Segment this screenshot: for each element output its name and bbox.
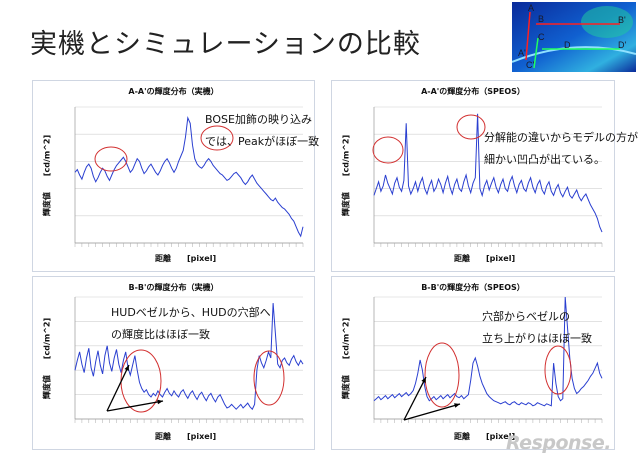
annotation-line: 穴部からベゼルの: [482, 310, 570, 323]
annotation-circle: [200, 125, 234, 151]
watermark: Response.: [506, 432, 611, 454]
thumbnail-label: D': [618, 40, 626, 50]
annotation-line: HUDベゼルから、HUDの穴部へ: [111, 306, 271, 319]
thumbnail-label: A': [518, 48, 526, 58]
x-axis-label: 距離 [pixel]: [155, 254, 217, 263]
chart-panel-bb-real: B-B'の輝度分布（実機） 輝度値 [cd/m^2] 距離 [pixel] HUDベゼ…: [32, 276, 315, 450]
x-axis-label: 距離 [pixel]: [155, 432, 217, 441]
arrow-head: [157, 399, 163, 405]
line-chart: [372, 106, 603, 247]
annotation-text: 分解能の違いからモデルの方が 細かい凹凸が出ている。: [484, 127, 638, 171]
slide-title: 実機とシミュレーションの比較: [30, 29, 421, 60]
thumbnail-highlight: [581, 6, 633, 38]
annotation-circle: [253, 350, 285, 406]
series-line: [373, 296, 603, 407]
annotation-line: 立ち上がりはほぼ一致: [482, 332, 592, 345]
annotation-arrow: [106, 364, 130, 412]
chart-title: B-B'の輝度分布（SPEOS）: [421, 283, 525, 292]
chart-panel-bb-speos: B-B'の輝度分布（SPEOS） 輝度値 [cd/m^2] 距離 [pixel] 穴部…: [331, 276, 615, 450]
thumbnail-label: A: [528, 3, 534, 13]
annotation-circle: [424, 342, 460, 408]
y-axis-label: 輝度値 [cd/m^2]: [341, 317, 351, 400]
line-chart: [74, 296, 304, 423]
arrow-head: [454, 403, 460, 408]
series-line: [74, 303, 304, 411]
thumbnail-label: C': [526, 60, 534, 70]
thumbnail-label: C: [538, 32, 545, 42]
x-axis-label: 距離 [pixel]: [454, 254, 516, 263]
chart-title: A-A'の輝度分布（SPEOS）: [421, 87, 525, 96]
y-axis-label: 輝度値 [cd/m^2]: [42, 134, 52, 217]
thumbnail-label: B: [538, 14, 544, 24]
thumbnail-label: D: [564, 40, 571, 50]
y-axis-label: 輝度値 [cd/m^2]: [42, 317, 52, 400]
x-axis-label: 距離 [pixel]: [454, 432, 516, 441]
annotation-line: 細かい凹凸が出ている。: [484, 153, 605, 166]
arrow-head: [124, 365, 129, 371]
annotation-line: 分解能の違いからモデルの方が: [484, 131, 638, 144]
thumbnail-line-c: [533, 37, 539, 69]
line-chart: [373, 296, 603, 423]
y-axis-label: 輝度値 [cd/m^2]: [341, 134, 351, 217]
annotation-line: BOSE加飾の映り込み: [205, 113, 312, 126]
thumbnail-label: B': [618, 15, 626, 25]
arrow-head: [421, 377, 426, 383]
annotation-line: では、Peakがほぼ一致: [205, 135, 320, 148]
annotation-arrow: [106, 400, 164, 412]
annotation-arrow: [403, 376, 427, 421]
line-chart: [74, 106, 304, 247]
section-map-thumbnail: AB B' A' C D D' C': [512, 2, 636, 72]
annotation-text: 穴部からベゼルの立ち上がりはほぼ一致: [482, 306, 592, 350]
annotation-circle: [94, 146, 128, 172]
chart-panel-aa-speos: A-A'の輝度分布（SPEOS） 輝度値 [cd/m^2] 距離 [pixel] 分解…: [331, 80, 638, 272]
thumbnail-line-a: [525, 11, 531, 61]
chart-title: A-A'の輝度分布（実機）: [128, 87, 219, 96]
annotation-circle: [456, 114, 486, 140]
series-line: [373, 113, 603, 233]
annotation-circle: [544, 345, 572, 395]
chart-title: B-B'の輝度分布（実機）: [128, 283, 219, 292]
annotation-arrow: [403, 403, 461, 421]
annotation-text: HUDベゼルから、HUDの穴部へ の輝度比はほぼ一致: [111, 302, 271, 346]
annotation-text: BOSE加飾の映り込み では、Peakがほぼ一致: [205, 109, 319, 153]
annotation-line: の輝度比はほぼ一致: [111, 328, 210, 341]
chart-panel-aa-real: A-A'の輝度分布（実機） 輝度値 [cd/m^2] 距離 [pixel] BOSE加…: [32, 80, 319, 272]
series-line: [74, 116, 304, 238]
annotation-circle: [372, 136, 404, 164]
